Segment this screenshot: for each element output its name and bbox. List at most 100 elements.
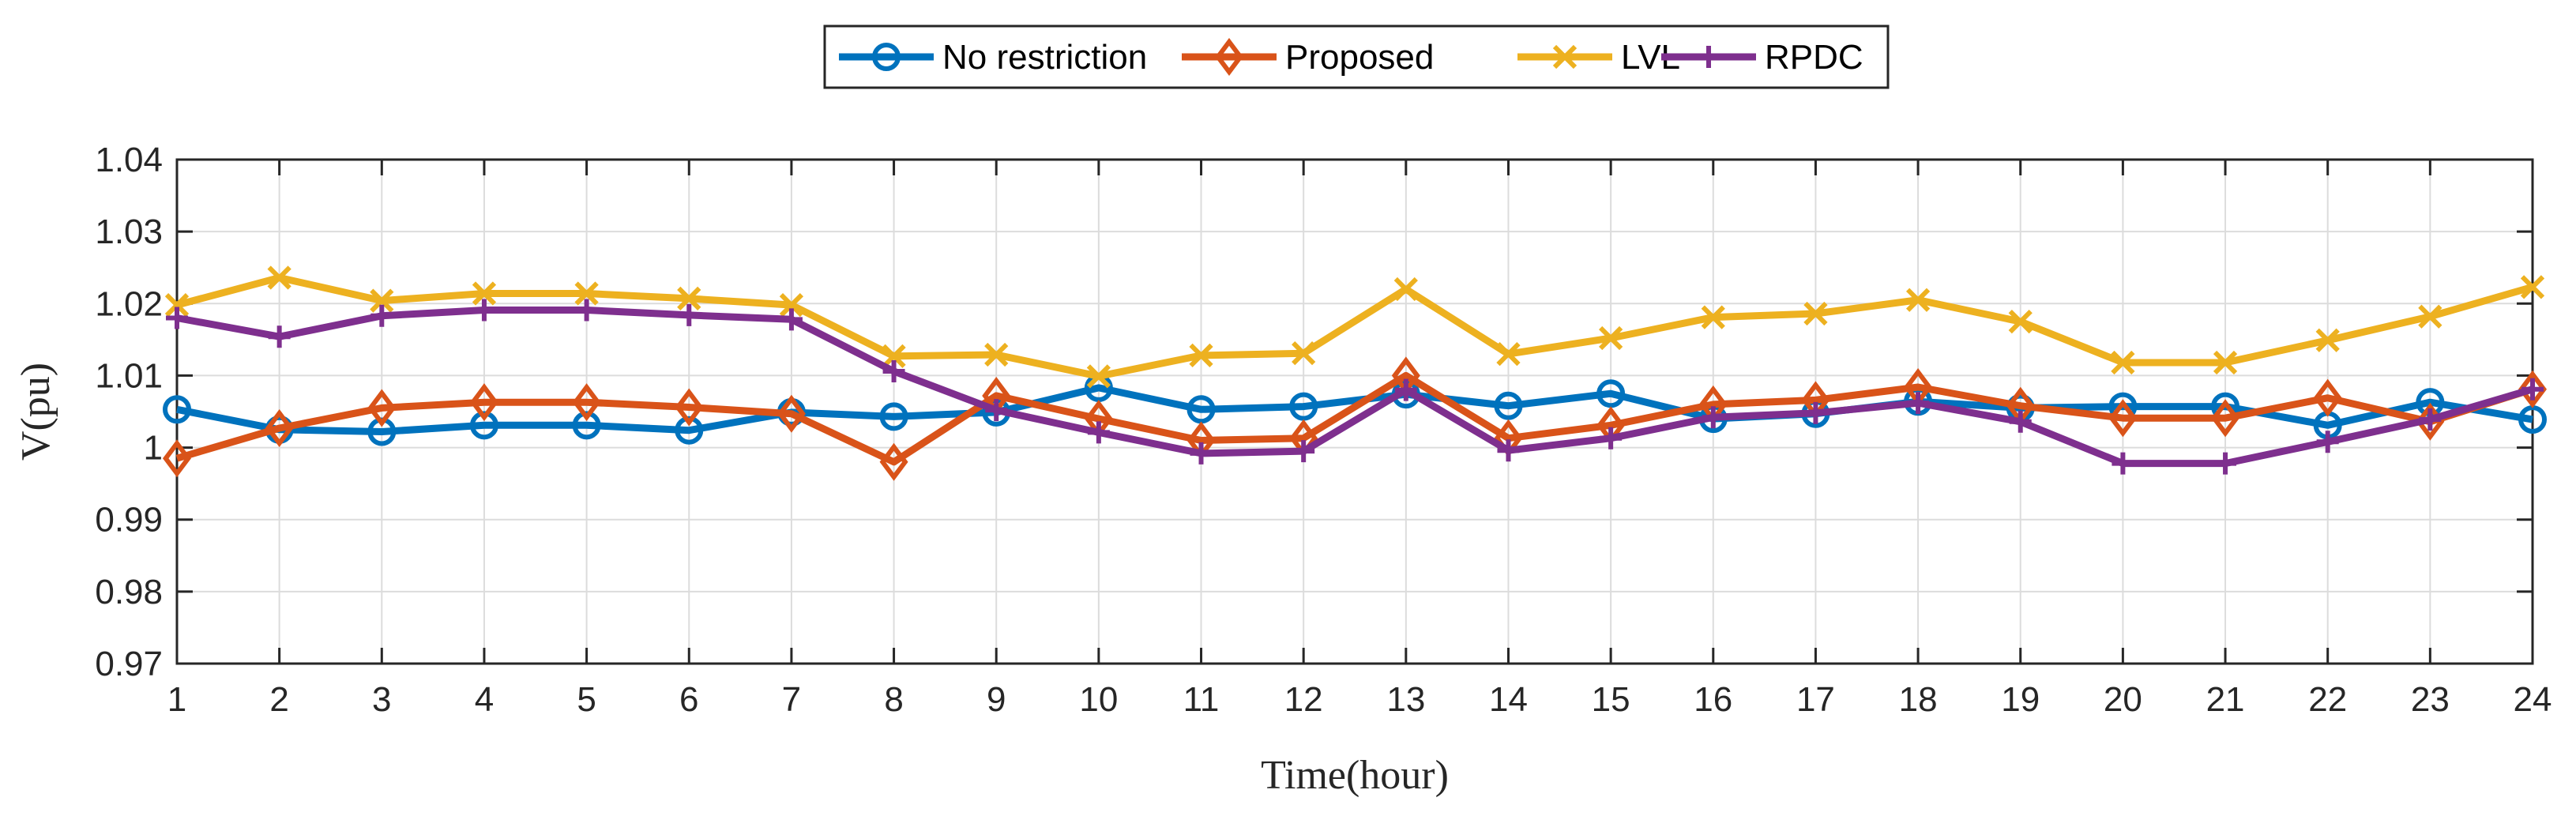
series-line-no-restriction [176,384,2533,435]
x-tick-label: 4 [475,680,494,719]
data-point-lvl [984,342,1009,367]
data-point-rpdc [1292,440,1315,463]
series-rpdc [166,299,2544,475]
data-point-rpdc [1087,421,1110,444]
y-tick-label: 1.03 [95,213,163,251]
x-tick-label: 7 [782,680,801,719]
data-point-lvl [1803,301,1828,326]
data-point-rpdc [882,359,905,382]
x-tick-label: 18 [1899,680,1938,719]
y-axis-title: V(pu) [13,363,58,461]
data-point-proposed [469,383,498,422]
x-tick-label: 14 [1489,680,1528,719]
series-lvl [164,265,2545,389]
x-tick-label: 16 [1694,680,1732,719]
data-point-lvl [1599,325,1623,351]
series-line-lvl [175,274,2534,380]
data-point-rpdc [1394,378,1417,401]
x-axis-title: Time(hour) [1261,753,1449,798]
y-tick-label: 1.01 [95,356,163,395]
y-tick-label: 0.98 [95,573,163,611]
data-point-rpdc [1702,406,1724,429]
data-point-lvl [2111,350,2135,375]
data-point-rpdc [166,307,188,329]
data-point-proposed [2211,399,2240,438]
data-point-rpdc [1497,439,1520,462]
data-point-no-restriction [1186,395,1216,424]
data-point-lvl [1292,341,1316,366]
data-point-no-restriction [1596,379,1626,408]
x-tick-label: 1 [167,680,186,719]
data-point-proposed [2518,370,2547,408]
legend-item-no-restriction: No restriction [839,38,1147,77]
x-tick-label: 17 [1796,680,1835,719]
data-point-lvl [472,281,497,306]
x-tick-label: 8 [884,680,903,719]
data-point-rpdc [1907,392,1930,415]
x-tick-label: 20 [2104,680,2142,719]
data-point-lvl [267,265,291,290]
series-line-rpdc [176,307,2534,468]
data-point-proposed [572,383,601,422]
data-point-lvl [779,292,804,318]
data-point-proposed [2313,378,2342,417]
x-tick-label: 12 [1284,680,1323,719]
x-tick-label: 3 [372,680,391,719]
data-point-rpdc [2214,452,2237,475]
x-axis: 1 2 3 4 5 6 7 8 9 10 11 12 13 14 15 16 17 18 19 20 21 22 23 24 [167,160,2552,719]
data-point-lvl [164,292,190,318]
data-point-proposed [2108,399,2138,438]
data-point-no-restriction [879,402,908,431]
data-point-rpdc [2419,408,2442,431]
data-point-lvl [1393,276,1418,302]
x-tick-label: 11 [1183,680,1220,719]
plot-area-frame [175,158,2534,665]
y-tick-label: 0.97 [95,645,163,683]
data-point-no-restriction [1494,391,1523,420]
y-tick-label: 0.99 [95,501,163,540]
data-point-rpdc [678,303,701,326]
data-point-rpdc [1600,427,1623,449]
legend-label: Proposed [1285,38,1434,77]
legend: No restriction Proposed LVL RPDC [823,24,1890,89]
y-tick-label: 1.04 [95,141,163,179]
data-point-no-restriction [163,395,191,424]
series-proposed [163,356,2547,481]
data-point-rpdc [268,325,291,348]
data-point-rpdc [472,299,495,322]
grid [176,159,2533,664]
x-tick-label: 24 [2514,680,2552,719]
x-tick-label: 21 [2206,680,2245,719]
x-tick-label: 22 [2308,680,2347,719]
data-point-rpdc [780,308,803,331]
y-tick-label: 1 [144,429,163,468]
data-point-rpdc [985,399,1008,422]
data-point-lvl [370,288,394,313]
data-point-rpdc [2316,431,2339,453]
x-tick-label: 9 [987,680,1006,719]
data-point-rpdc [575,299,598,322]
data-point-rpdc [1804,401,1827,424]
data-point-lvl [1905,288,1931,312]
legend-item-proposed: Proposed [1182,38,1434,77]
x-tick-label: 5 [577,680,596,719]
legend-marker-lvl [1552,44,1578,70]
x-tick-label: 10 [1079,680,1118,719]
data-point-proposed [879,442,908,481]
data-point-lvl [1496,341,1521,367]
data-point-lvl [2213,350,2238,375]
data-point-lvl [1189,343,1213,368]
x-tick-label: 6 [679,680,698,719]
data-point-rpdc [370,304,393,327]
x-tick-label: 23 [2411,680,2450,719]
data-point-lvl [574,281,599,306]
data-point-lvl [2315,328,2340,352]
data-point-no-restriction [1289,392,1318,421]
data-point-proposed [163,439,191,478]
data-point-lvl [2418,304,2442,329]
legend-marker-no-restriction [872,43,901,71]
data-point-lvl [1701,305,1725,329]
data-point-rpdc [2521,378,2544,401]
x-tick-label: 15 [1592,680,1630,719]
